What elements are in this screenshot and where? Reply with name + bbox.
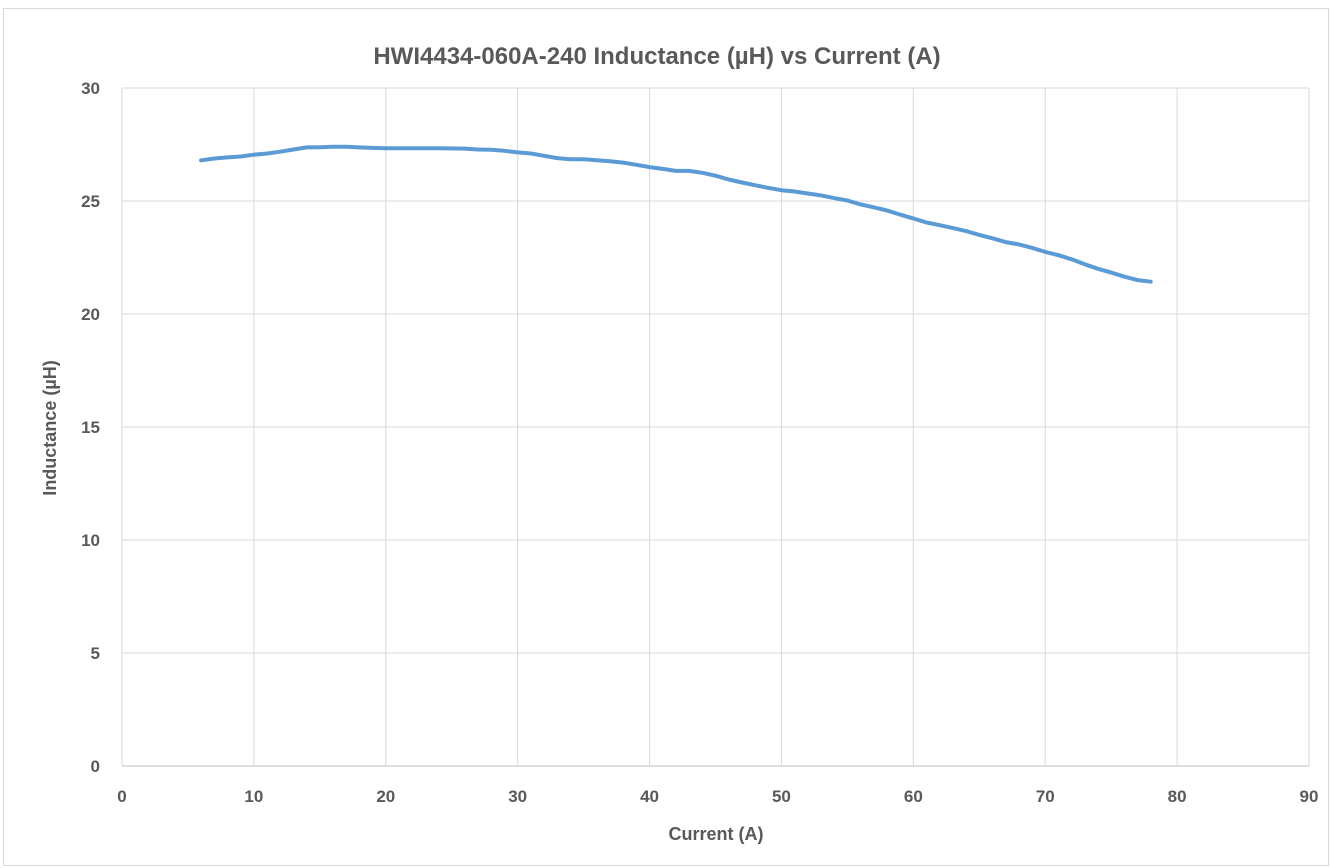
y-tick-label: 30 <box>81 79 100 98</box>
tick-labels: 0 5 10 15 20 25 30 0 10 20 30 40 50 60 70 80 90 <box>81 79 1318 806</box>
inductance-series-line <box>199 144 1153 284</box>
x-tick-label: 30 <box>508 787 527 806</box>
y-tick-label: 0 <box>91 757 100 776</box>
x-tick-label: 90 <box>1300 787 1319 806</box>
y-tick-label: 5 <box>91 644 100 663</box>
x-tick-label: 40 <box>640 787 659 806</box>
y-axis-label: Inductance (µH) <box>40 360 60 495</box>
x-tick-label: 20 <box>376 787 395 806</box>
chart-title: HWI4434-060A-240 Inductance (µH) vs Curr… <box>373 43 940 70</box>
x-tick-label: 0 <box>117 787 126 806</box>
series-layer <box>199 144 1153 284</box>
chart-frame <box>3 8 1329 866</box>
x-tick-label: 50 <box>772 787 791 806</box>
grid-layer <box>121 87 1310 767</box>
x-axis-label: Current (A) <box>669 824 764 844</box>
y-tick-label: 15 <box>81 418 100 437</box>
x-tick-label: 60 <box>904 787 923 806</box>
y-tick-label: 25 <box>81 192 100 211</box>
x-tick-label: 70 <box>1036 787 1055 806</box>
y-tick-label: 20 <box>81 305 100 324</box>
x-tick-label: 80 <box>1168 787 1187 806</box>
x-tick-label: 10 <box>244 787 263 806</box>
y-tick-label: 10 <box>81 531 100 550</box>
